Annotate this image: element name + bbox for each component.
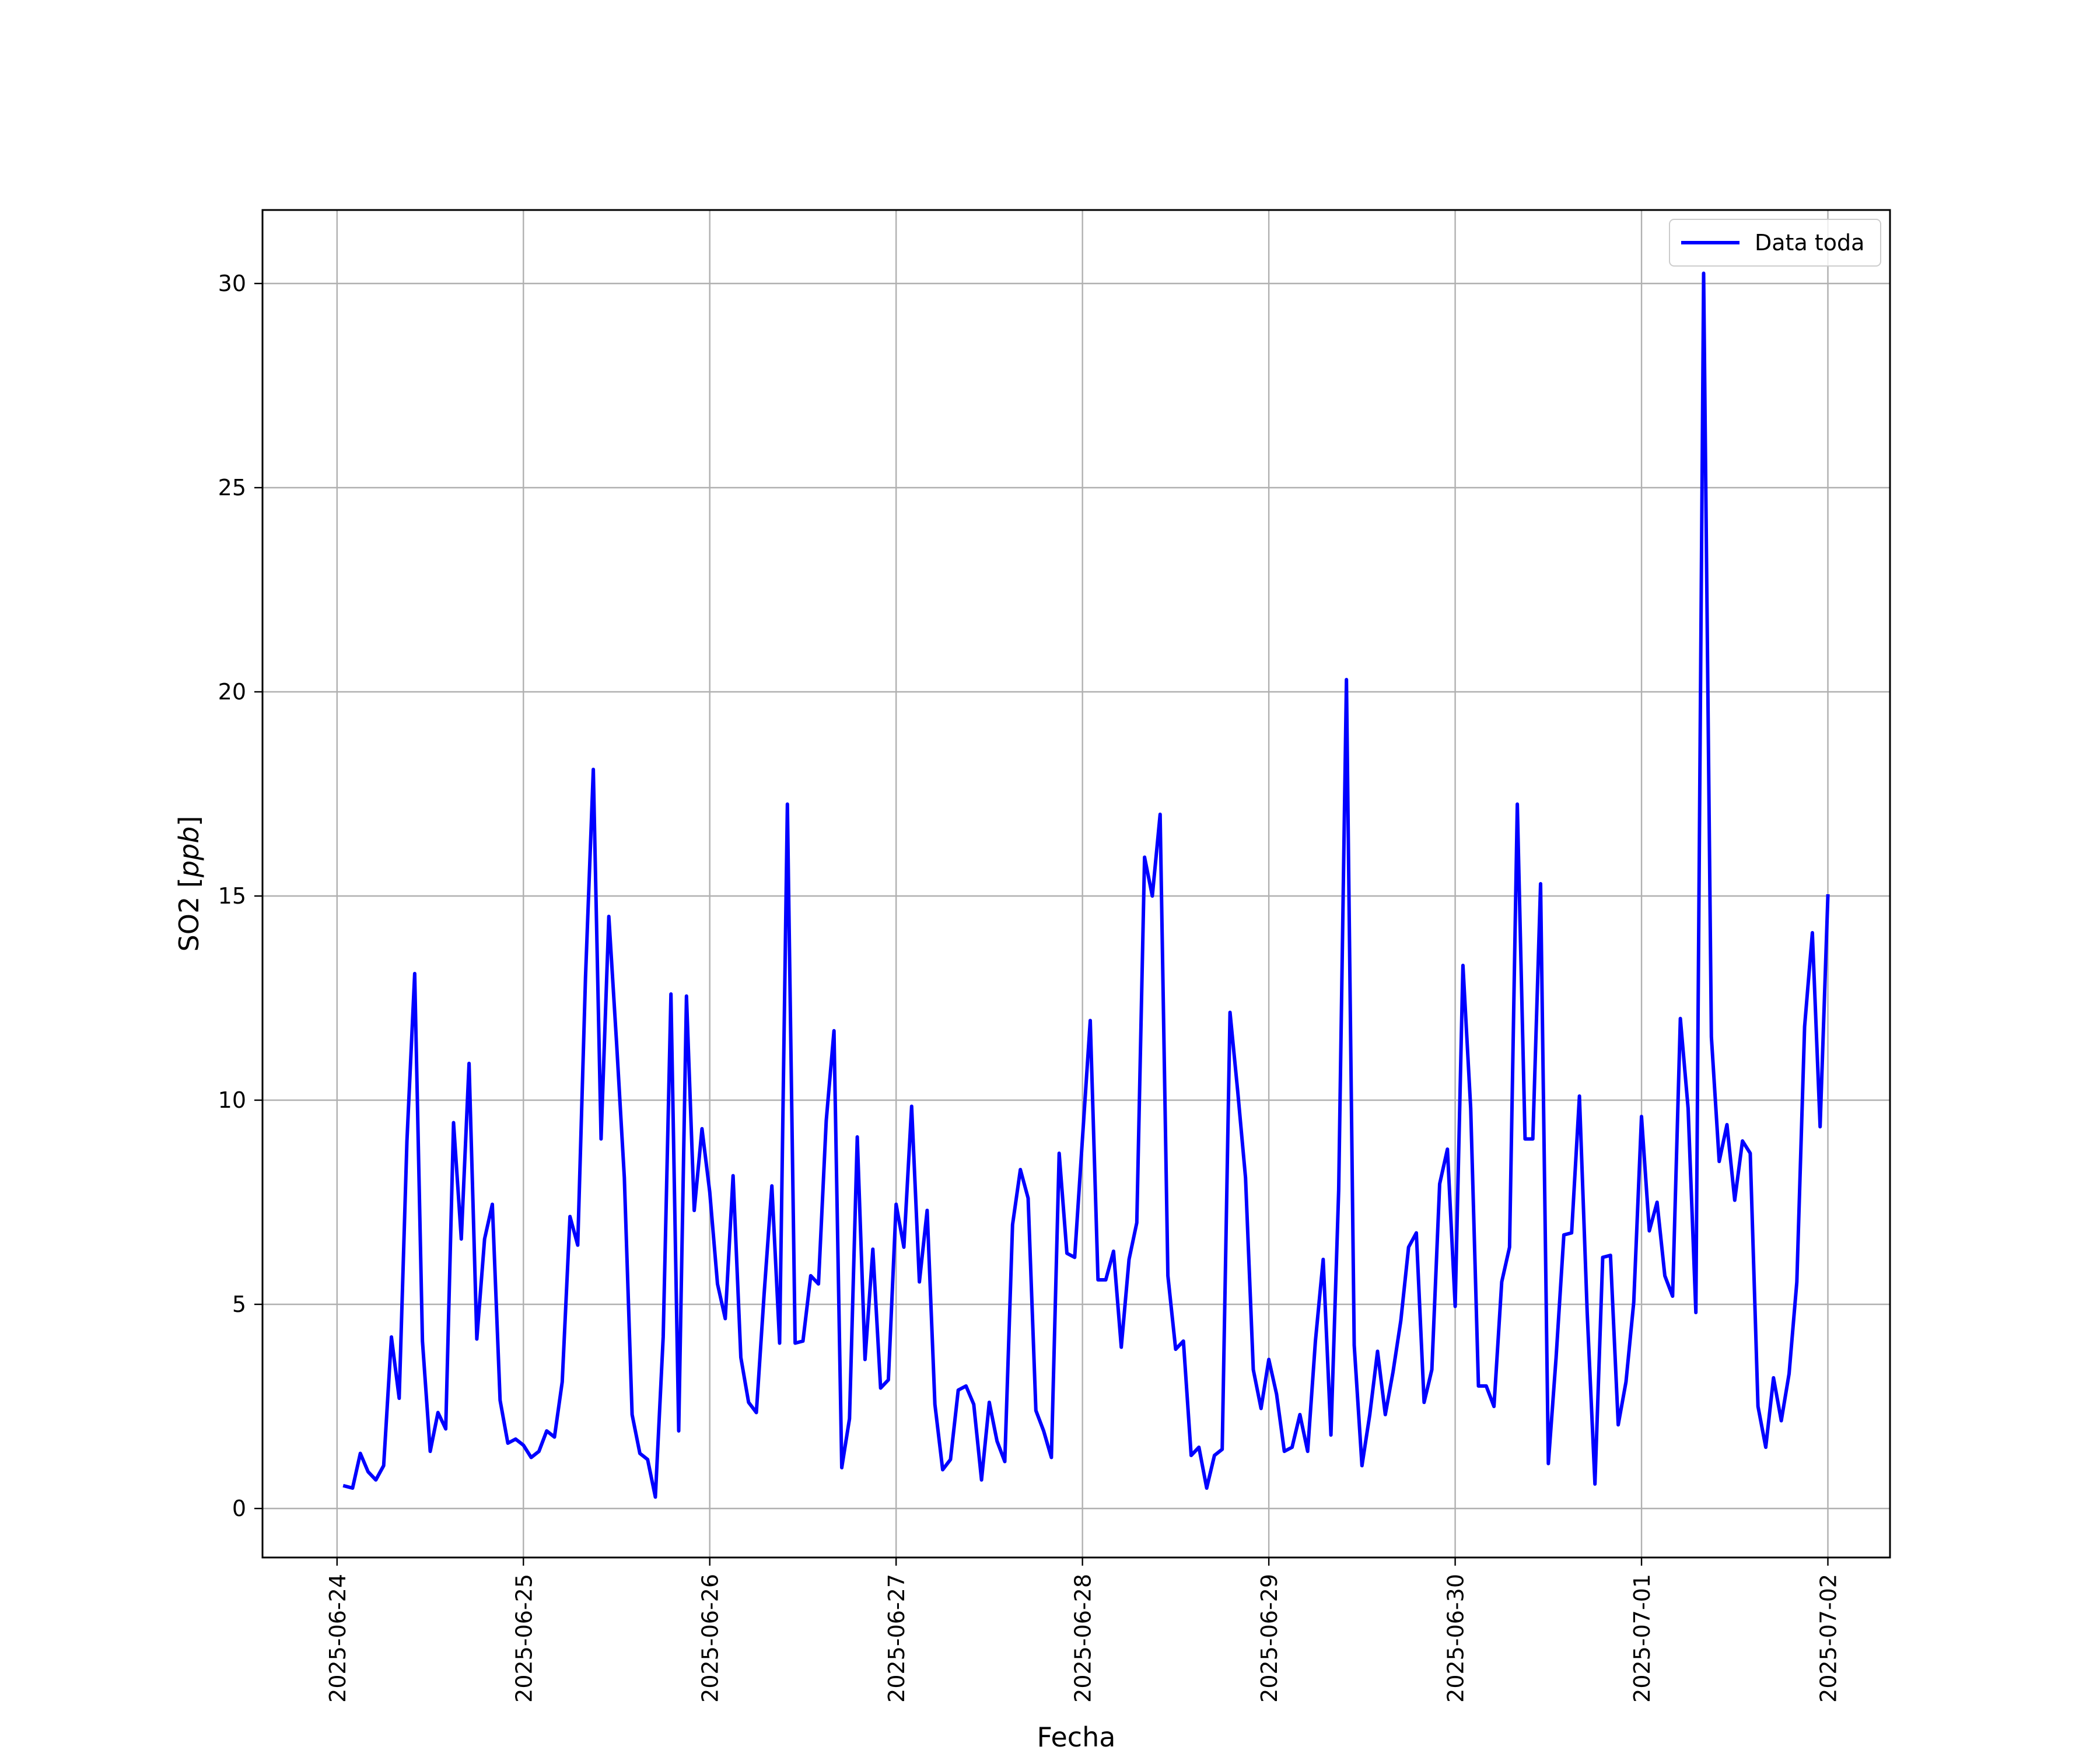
- series-layer: [342, 271, 1830, 1499]
- y-axis: 0 5 10 15 20 25 30: [218, 271, 262, 1521]
- x-tick-label: 2025-06-25: [511, 1574, 537, 1703]
- y-axis-label-close: ]: [173, 816, 205, 827]
- x-tick-label: 2025-07-02: [1816, 1574, 1842, 1703]
- x-axis: 2025-06-24 2025-06-25 2025-06-26 2025-06-27…: [325, 1558, 1842, 1703]
- plot-frame: [261, 209, 1891, 1559]
- y-tick-label: 10: [218, 1087, 246, 1113]
- legend-label: Data toda: [1755, 230, 1864, 256]
- y-tick-label: 25: [218, 475, 246, 501]
- y-axis-label-unit: ppb: [173, 827, 205, 878]
- x-tick-label: 2025-06-29: [1256, 1574, 1282, 1703]
- y-tick-label: 20: [218, 679, 246, 705]
- y-tick-label: 30: [218, 271, 246, 296]
- x-tick-label: 2025-06-26: [698, 1574, 723, 1703]
- grid: [262, 210, 1890, 1558]
- y-tick-label: 0: [232, 1496, 246, 1521]
- x-tick-label: 2025-06-24: [325, 1574, 351, 1703]
- y-tick-label: 5: [232, 1292, 246, 1317]
- legend: Data toda: [1669, 219, 1881, 267]
- x-tick-label: 2025-06-27: [884, 1574, 909, 1703]
- x-axis-label: Fecha: [1037, 1721, 1116, 1750]
- legend-box: [1669, 219, 1881, 267]
- x-tick-label: 2025-06-28: [1070, 1574, 1096, 1703]
- y-tick-label: 15: [218, 883, 246, 909]
- x-tick-label: 2025-07-01: [1629, 1574, 1655, 1703]
- x-tick-label: 2025-06-30: [1443, 1574, 1469, 1703]
- y-axis-label-text: SO2 [: [173, 877, 205, 951]
- series-line-data-toda: [342, 271, 1830, 1499]
- y-axis-label: SO2 [ppb]: [173, 816, 205, 952]
